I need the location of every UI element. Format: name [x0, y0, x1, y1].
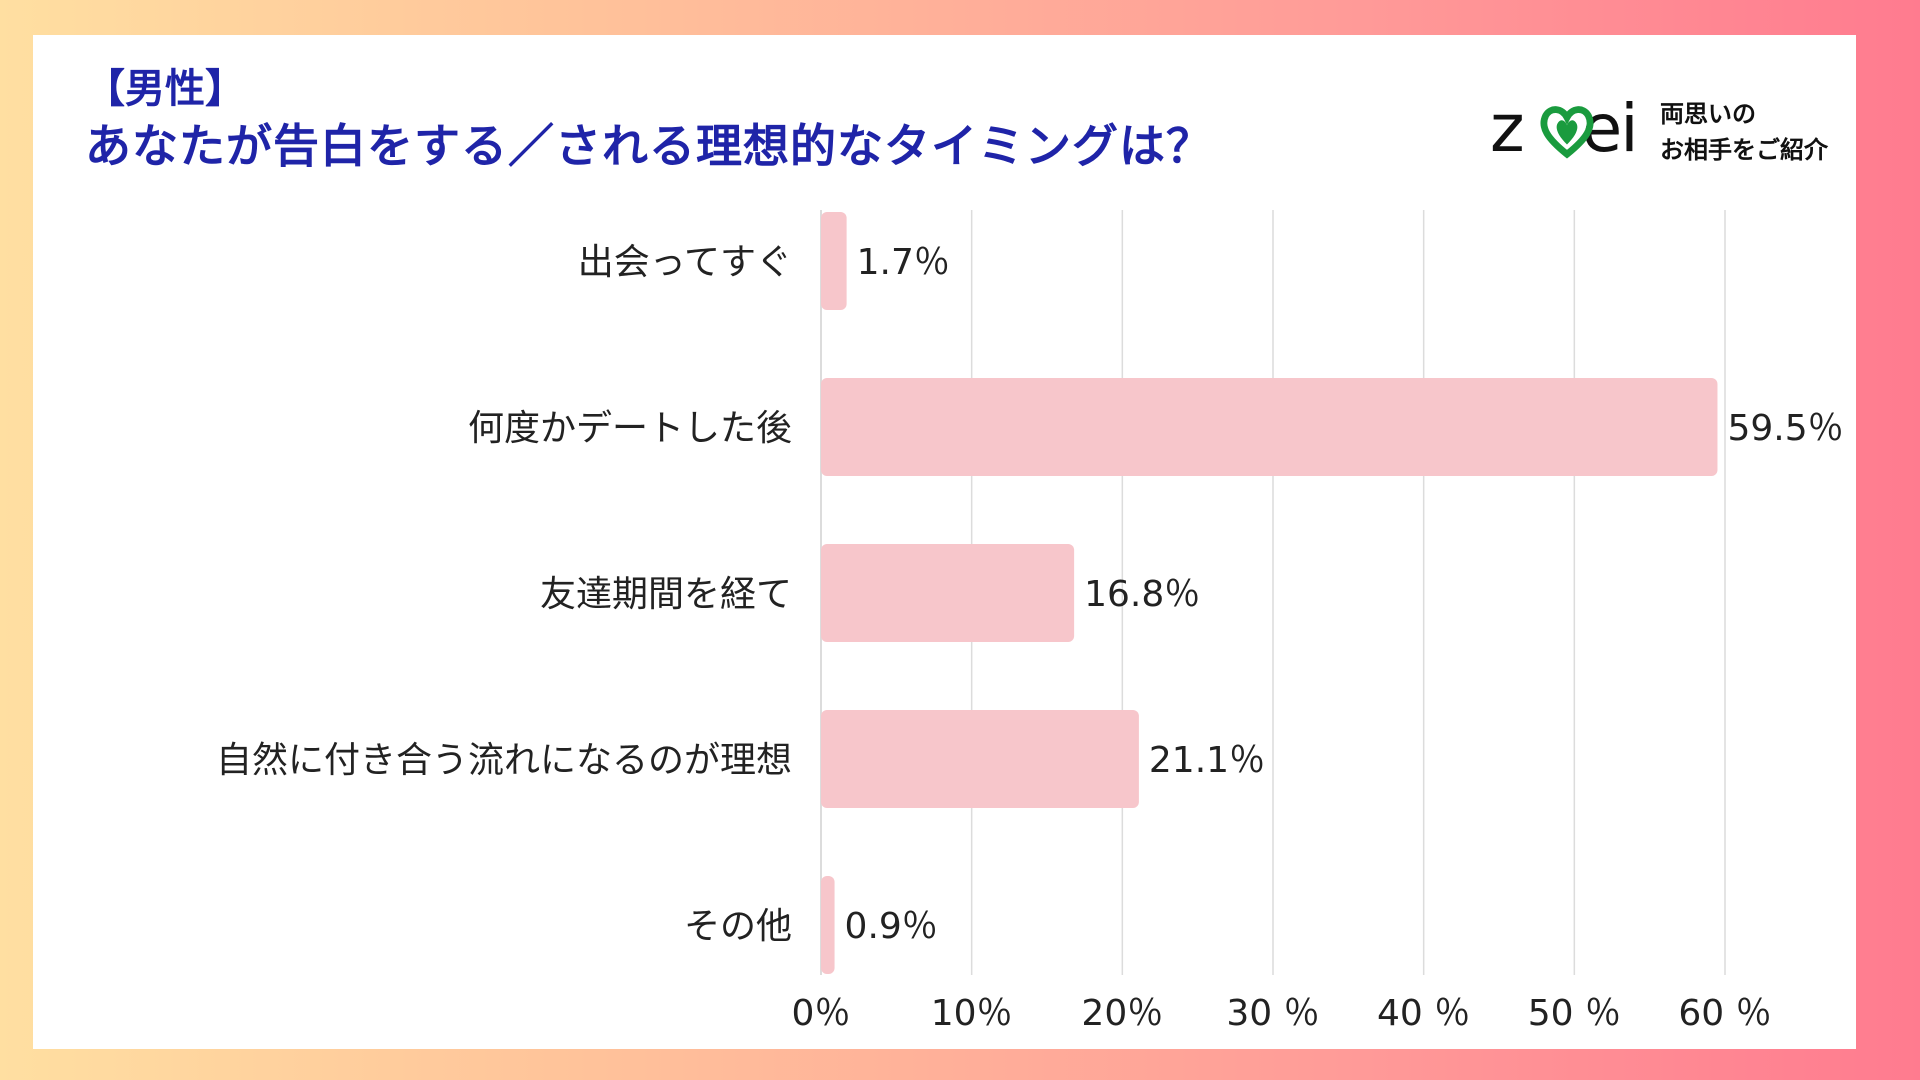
value-label: 16.8％: [1084, 574, 1200, 615]
category-label: 何度かデートした後: [468, 408, 792, 449]
logo-tagline: 両思いの お相手をご紹介: [1660, 96, 1828, 168]
logo-tagline-line1: 両思いの: [1660, 99, 1756, 128]
category-label: 出会ってすぐ: [578, 242, 792, 283]
bar: [821, 876, 835, 974]
bar: [821, 378, 1718, 476]
x-tick-label: 50 ％: [1528, 993, 1621, 1034]
chart-card: [33, 35, 1856, 1049]
bars: [821, 212, 1718, 974]
x-tick-label: 60 ％: [1678, 993, 1771, 1034]
brand-logo: zwei 両思いの お相手をご紹介: [1490, 90, 1850, 176]
category-label: 自然に付き合う流れになるのが理想: [216, 740, 792, 781]
x-tick-label: 30 ％: [1226, 993, 1319, 1034]
value-label: 0.9％: [845, 906, 938, 947]
value-label: 1.7％: [857, 242, 950, 283]
chart-title: あなたが告白をする／される理想的なタイミングは？: [85, 119, 1213, 173]
x-tick-label: 40 ％: [1377, 993, 1470, 1034]
value-label: 59.5％: [1727, 408, 1843, 449]
logo-heart-icon: [1540, 106, 1594, 159]
logo-tagline-line2: お相手をご紹介: [1660, 135, 1828, 164]
x-tick-label: 10％: [931, 993, 1013, 1034]
labels: 0％ 10％ 20％ 30 ％ 40 ％ 50 ％ 60 ％ 出会ってすぐ 1.7％ 何度かデート…: [216, 242, 1844, 1034]
bar: [821, 212, 847, 310]
chart-tag: 【男性】: [85, 66, 245, 112]
x-tick-label: 20％: [1081, 993, 1163, 1034]
category-label: 友達期間を経て: [540, 574, 792, 615]
logo-letter-z: z: [1490, 90, 1525, 167]
x-tick-label: 0％: [792, 993, 851, 1034]
logo-wordmark: zwei: [1490, 90, 1639, 167]
category-label: その他: [684, 906, 792, 947]
bar: [821, 710, 1139, 808]
value-label: 21.1％: [1149, 740, 1265, 781]
bar: [821, 544, 1075, 642]
